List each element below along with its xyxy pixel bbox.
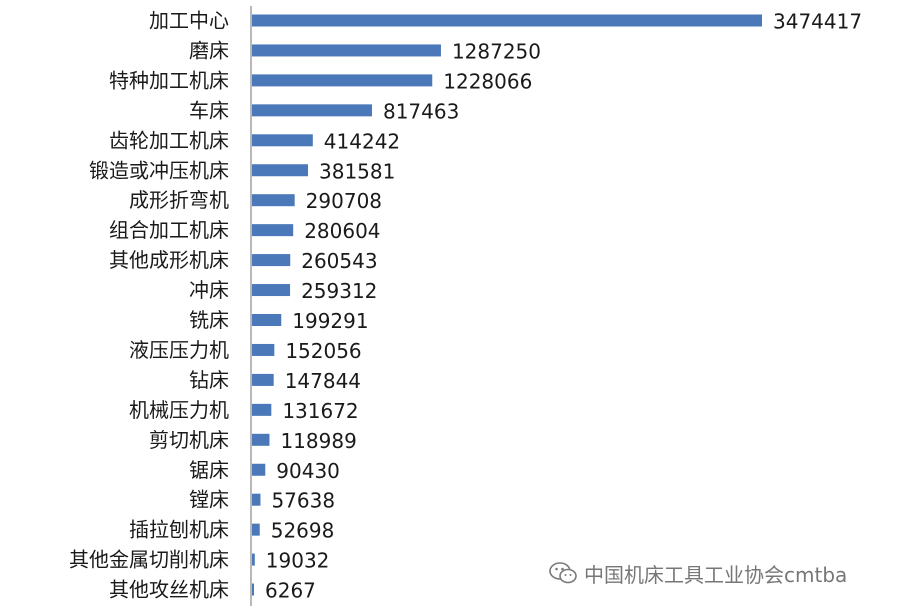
bar — [252, 74, 433, 87]
value-label: 259312 — [301, 279, 377, 303]
value-label: 6267 — [265, 579, 316, 603]
value-label: 90430 — [276, 459, 340, 483]
value-label: 57638 — [271, 489, 335, 513]
category-label: 冲床 — [189, 278, 229, 302]
category-label: 锻造或冲压机床 — [89, 158, 229, 182]
bar — [252, 463, 266, 476]
value-label: 260543 — [301, 249, 377, 273]
category-label: 剪切机床 — [149, 428, 229, 452]
bar — [252, 104, 372, 117]
bar — [252, 433, 270, 446]
category-label: 其他成形机床 — [109, 248, 229, 272]
value-label: 1287250 — [452, 39, 541, 63]
value-label: 290708 — [306, 189, 382, 213]
bar — [252, 44, 441, 57]
value-label: 414242 — [324, 129, 400, 153]
bar — [252, 164, 309, 177]
watermark-text: 中国机床工具工业协会cmtba — [584, 562, 848, 587]
bar — [252, 553, 255, 566]
value-label: 199291 — [292, 309, 368, 333]
value-label: 152056 — [285, 339, 361, 363]
bar — [252, 373, 274, 386]
bar — [252, 314, 282, 326]
value-label: 147844 — [285, 369, 361, 393]
bar — [252, 254, 291, 267]
category-label: 车床 — [189, 98, 229, 122]
category-label: 成形折弯机 — [129, 188, 229, 212]
category-label: 机械压力机 — [129, 398, 229, 422]
category-label: 其他攻丝机床 — [109, 578, 229, 602]
value-label: 19032 — [266, 549, 330, 573]
category-label: 插拉刨机床 — [129, 518, 229, 542]
bar — [252, 523, 260, 536]
category-label: 铣床 — [189, 308, 229, 332]
bar — [252, 14, 762, 27]
category-label: 加工中心 — [149, 9, 229, 33]
wechat-icon — [549, 562, 577, 584]
bars-layer: 加工中心 3474417 磨床 1287250 特种加工机床 1228066 车床 81746… — [69, 9, 862, 603]
bar — [252, 583, 254, 596]
bar — [252, 194, 295, 207]
value-label: 817463 — [383, 99, 459, 123]
bar — [252, 343, 275, 356]
category-label: 齿轮加工机床 — [109, 128, 229, 152]
bar — [252, 284, 291, 297]
watermark: 中国机床工具工业协会cmtba — [548, 559, 847, 587]
category-label: 组合加工机床 — [109, 218, 229, 242]
category-label: 钻床 — [189, 368, 229, 392]
category-label: 其他金属切削机床 — [69, 548, 229, 572]
category-label: 锯床 — [189, 458, 229, 482]
category-label: 磨床 — [189, 38, 229, 62]
value-label: 1228066 — [443, 69, 532, 93]
bar — [252, 403, 272, 416]
value-label: 280604 — [304, 219, 380, 243]
bar — [252, 134, 313, 147]
bar — [252, 224, 294, 237]
value-label: 381581 — [319, 159, 395, 183]
category-label: 液压压力机 — [129, 338, 229, 362]
value-label: 52698 — [271, 519, 335, 543]
bar — [252, 493, 261, 506]
category-label: 镗床 — [189, 488, 229, 512]
category-label: 特种加工机床 — [109, 68, 229, 92]
value-label: 131672 — [282, 399, 358, 423]
value-label: 118989 — [280, 429, 356, 453]
value-label: 3474417 — [773, 10, 862, 34]
